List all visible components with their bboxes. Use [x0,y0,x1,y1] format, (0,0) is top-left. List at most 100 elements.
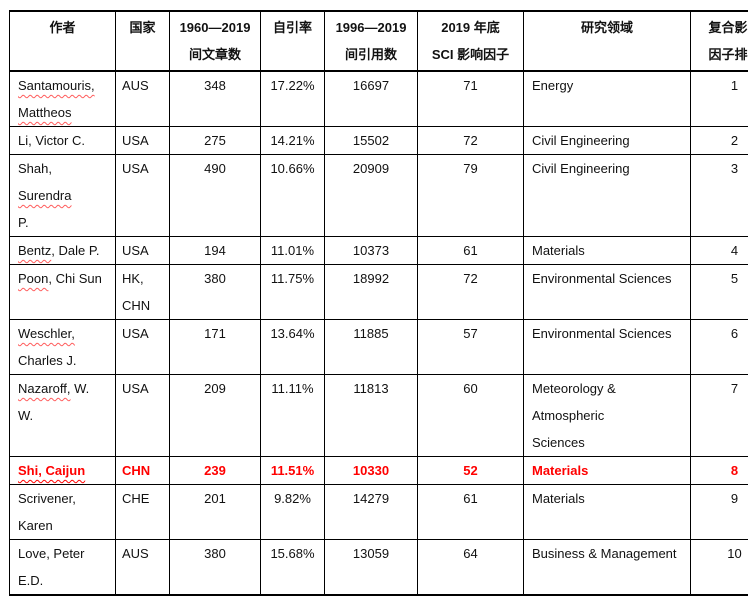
col-header-author: 作者 [10,11,116,71]
country-cell: AUS [116,71,170,127]
author-name-text: Love, Peter E.D. [18,546,85,588]
author-cell: Poon, Chi Sun [10,265,116,320]
sci_impact_factor-cell: 60 [418,375,524,457]
articles-cell: 348 [170,71,261,127]
country-cell: HK, CHN [116,265,170,320]
author-cell: Nazaroff, W. W. [10,375,116,457]
sci_impact_factor-cell: 61 [418,237,524,265]
self_citation_rate-cell: 13.64% [261,320,325,375]
country-cell: AUS [116,540,170,596]
self_citation_rate-cell: 11.75% [261,265,325,320]
citations-cell: 11813 [325,375,418,457]
self_citation_rate-cell: 11.11% [261,375,325,457]
citations-cell: 10330 [325,457,418,485]
articles-cell: 239 [170,457,261,485]
rank-cell: 3 [691,155,748,237]
author-cell: Weschler, Charles J. [10,320,116,375]
rank-cell: 4 [691,237,748,265]
citations-cell: 10373 [325,237,418,265]
self_citation_rate-cell: 14.21% [261,127,325,155]
self_citation_rate-cell: 11.01% [261,237,325,265]
research_field-cell: Environmental Sciences [524,265,691,320]
misspelling-underline: Weschler, [18,326,75,341]
articles-cell: 209 [170,375,261,457]
rank-cell: 5 [691,265,748,320]
author-name-text: Charles J. [18,353,77,368]
author-cell: Li, Victor C. [10,127,116,155]
sci_impact_factor-cell: 52 [418,457,524,485]
self_citation_rate-cell: 11.51% [261,457,325,485]
author-name-text: Scrivener, Karen [18,491,76,533]
sci_impact_factor-cell: 79 [418,155,524,237]
col-header-research_field: 研究领域 [524,11,691,71]
sci_impact_factor-cell: 72 [418,265,524,320]
sci_impact_factor-cell: 71 [418,71,524,127]
articles-cell: 171 [170,320,261,375]
articles-cell: 275 [170,127,261,155]
citations-cell: 15502 [325,127,418,155]
col-header-citations: 1996—2019 间引用数 [325,11,418,71]
country-cell: USA [116,237,170,265]
author-cell: Shah, Surendra P. [10,155,116,237]
rank-cell: 6 [691,320,748,375]
articles-cell: 490 [170,155,261,237]
misspelling-underline: Surendra [18,188,71,203]
citations-cell: 11885 [325,320,418,375]
research_field-cell: Materials [524,457,691,485]
country-cell: CHE [116,485,170,540]
self_citation_rate-cell: 10.66% [261,155,325,237]
country-cell: USA [116,127,170,155]
misspelling-underline: Poon [18,271,48,286]
author-cell: Shi, Caijun [10,457,116,485]
rank-cell: 2 [691,127,748,155]
citations-cell: 14279 [325,485,418,540]
col-header-sci_impact_factor: 2019 年底 SCI 影响因子 [418,11,524,71]
col-header-rank: 复合影响 因子排名 [691,11,748,71]
sci_impact_factor-cell: 72 [418,127,524,155]
citations-cell: 20909 [325,155,418,237]
rank-cell: 9 [691,485,748,540]
citations-cell: 13059 [325,540,418,596]
country-cell: USA [116,155,170,237]
rank-cell: 7 [691,375,748,457]
author-name-text: Li, Victor C. [18,133,85,148]
country-cell: USA [116,320,170,375]
research_field-cell: Materials [524,485,691,540]
research_field-cell: Environmental Sciences [524,320,691,375]
articles-cell: 201 [170,485,261,540]
self_citation_rate-cell: 15.68% [261,540,325,596]
research_field-cell: Business & Management [524,540,691,596]
rank-cell: 8 [691,457,748,485]
rank-cell: 1 [691,71,748,127]
author-cell: Santamouris, Mattheos [10,71,116,127]
author-name-text: , Dale P. [51,243,99,258]
country-cell: USA [116,375,170,457]
misspelling-underline: Bentz [18,243,51,258]
citations-cell: 18992 [325,265,418,320]
self_citation_rate-cell: 9.82% [261,485,325,540]
articles-cell: 380 [170,540,261,596]
research_field-cell: Civil Engineering [524,155,691,237]
misspelling-underline: Shi, Caijun [18,463,85,478]
col-header-self_citation_rate: 自引率 [261,11,325,71]
misspelling-underline: Santamouris, Mattheos [18,78,95,120]
research_field-cell: Energy [524,71,691,127]
country-cell: CHN [116,457,170,485]
author-name-text: Shah, [18,161,52,176]
author-name-text: , Chi Sun [48,271,101,286]
self_citation_rate-cell: 17.22% [261,71,325,127]
sci_impact_factor-cell: 64 [418,540,524,596]
misspelling-underline: Nazaroff, [18,381,71,396]
author-cell: Bentz, Dale P. [10,237,116,265]
